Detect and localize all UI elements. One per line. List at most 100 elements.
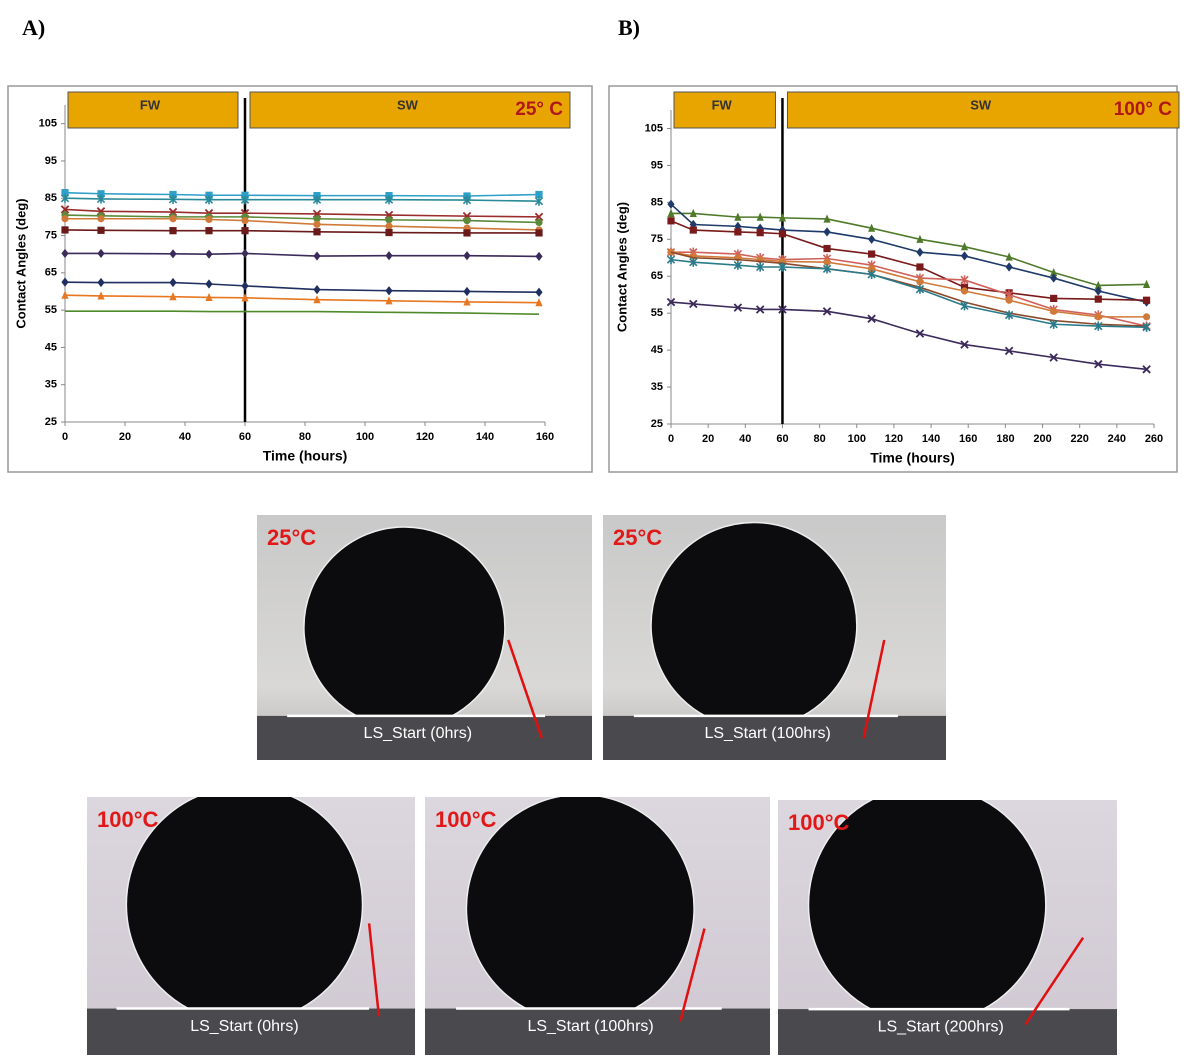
x-tick-label: 160 xyxy=(959,433,977,445)
point xyxy=(534,196,544,206)
photo-caption: LS_Start (0hrs) xyxy=(364,725,472,742)
x-tick-label: 0 xyxy=(62,431,68,443)
point xyxy=(463,229,471,237)
point xyxy=(960,242,969,251)
photo-substrate xyxy=(778,1009,1117,1055)
point xyxy=(241,217,249,225)
point xyxy=(1094,321,1103,331)
point xyxy=(463,217,471,225)
point xyxy=(60,193,70,203)
x-tick-label: 260 xyxy=(1145,433,1163,445)
point xyxy=(868,250,876,258)
point xyxy=(1050,267,1058,277)
point xyxy=(666,255,676,265)
y-tick-label: 45 xyxy=(45,341,57,353)
point xyxy=(823,214,831,223)
x-tick-label: 140 xyxy=(476,431,494,443)
point xyxy=(822,307,832,316)
point xyxy=(1050,307,1058,315)
point xyxy=(734,212,742,221)
point xyxy=(756,262,765,272)
point xyxy=(915,284,925,294)
point xyxy=(241,227,249,235)
point xyxy=(915,329,925,338)
point xyxy=(313,220,321,228)
panel-label: A) xyxy=(22,15,45,40)
point xyxy=(1004,346,1014,356)
point xyxy=(916,263,924,271)
photo-caption: LS_Start (100hrs) xyxy=(527,1018,653,1035)
point xyxy=(385,251,393,261)
point xyxy=(60,205,70,214)
chart-frame xyxy=(608,85,1178,473)
photo-caption: LS_Start (0hrs) xyxy=(190,1018,298,1035)
point xyxy=(689,257,698,267)
photo-substrate xyxy=(87,1008,415,1055)
point xyxy=(778,230,787,238)
point xyxy=(778,262,787,272)
y-tick-label: 85 xyxy=(45,192,57,204)
point xyxy=(960,301,969,311)
y-tick-label: 65 xyxy=(651,270,663,282)
x-tick-label: 200 xyxy=(1033,433,1051,445)
point xyxy=(169,227,177,235)
point xyxy=(61,277,69,287)
point xyxy=(1049,319,1058,329)
point xyxy=(689,299,698,309)
point xyxy=(666,297,676,307)
point xyxy=(1049,353,1058,362)
point xyxy=(755,305,765,314)
photo-temperature: 100°C xyxy=(97,807,159,832)
point xyxy=(1142,296,1151,304)
temperature-label: 25° C xyxy=(515,99,563,120)
panel-label: B) xyxy=(618,15,640,40)
photo-temperature: 100°C xyxy=(435,807,497,832)
point xyxy=(205,249,213,259)
point xyxy=(169,292,177,301)
x-tick-label: 80 xyxy=(813,433,825,445)
x-tick-label: 120 xyxy=(885,433,903,445)
point xyxy=(463,286,471,297)
point xyxy=(385,222,393,230)
y-tick-label: 55 xyxy=(651,307,663,319)
point xyxy=(385,228,393,237)
x-tick-label: 20 xyxy=(119,431,131,443)
droplet xyxy=(303,526,506,716)
point xyxy=(756,212,764,221)
x-tick-label: 240 xyxy=(1108,433,1126,445)
point xyxy=(97,248,105,259)
point xyxy=(96,194,106,204)
point xyxy=(1094,286,1102,296)
point xyxy=(61,290,69,299)
tangent-line xyxy=(1024,937,1085,1026)
temperature-label: 100° C xyxy=(1114,99,1173,120)
y-tick-label: 75 xyxy=(651,233,663,245)
point xyxy=(61,226,69,234)
photo-temperature: 100°C xyxy=(788,810,850,835)
droplet xyxy=(465,797,695,1009)
y-tick-label: 35 xyxy=(45,379,57,391)
point xyxy=(1094,295,1102,303)
point xyxy=(97,190,105,198)
point xyxy=(313,285,321,295)
y-tick-label: 95 xyxy=(45,155,57,167)
x-tick-label: 100 xyxy=(356,431,374,443)
phase-banner xyxy=(786,91,1180,129)
photo-substrate xyxy=(425,1008,770,1055)
point xyxy=(778,305,787,314)
point xyxy=(313,228,321,236)
y-axis-label: Contact Angles (deg) xyxy=(13,198,28,328)
point xyxy=(204,195,214,205)
point xyxy=(535,298,543,307)
point xyxy=(1142,322,1151,332)
point xyxy=(1142,365,1151,374)
phase-label: SW xyxy=(970,97,992,112)
x-tick-label: 20 xyxy=(702,433,714,445)
x-tick-label: 40 xyxy=(739,433,751,445)
x-tick-label: 120 xyxy=(416,431,434,443)
point xyxy=(1094,313,1102,321)
point xyxy=(916,247,924,257)
point xyxy=(313,215,321,223)
point xyxy=(689,208,697,218)
point xyxy=(241,293,249,302)
